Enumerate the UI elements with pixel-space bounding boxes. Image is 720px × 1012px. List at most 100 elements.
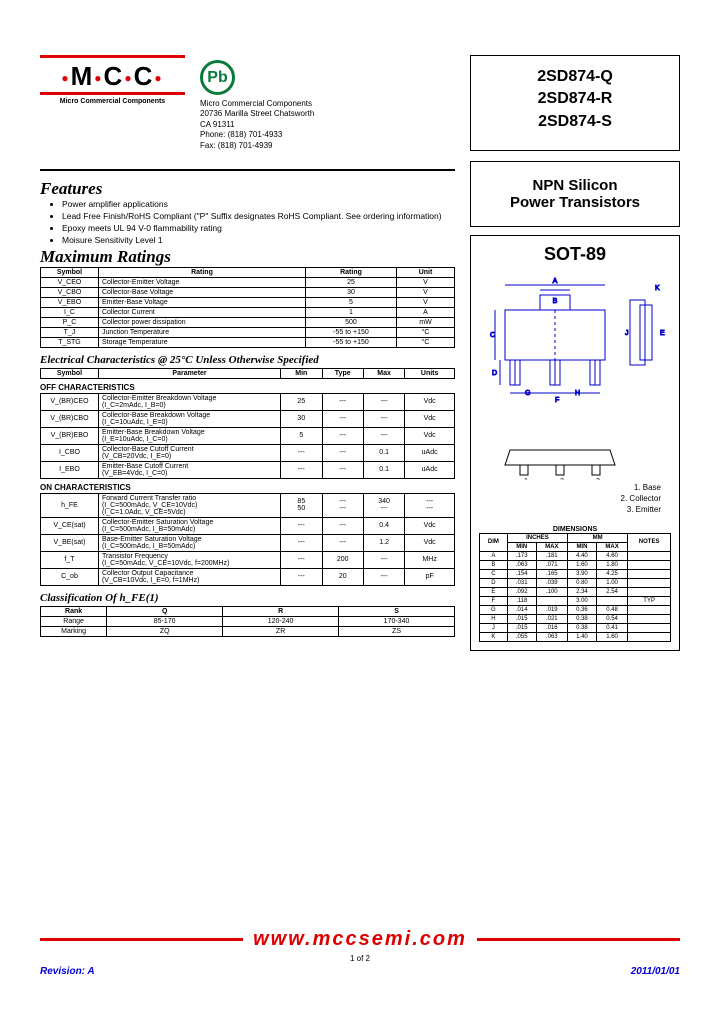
- header: ●M●C●C● Micro Commercial Components Pb M…: [40, 55, 680, 151]
- table-row: H.015.0210.380.54: [480, 614, 671, 623]
- table-row: E.092.1002.342.54: [480, 587, 671, 596]
- addr-fax: Fax: (818) 701-4939: [200, 141, 314, 151]
- table-row: V_(BR)CBOCollector-Base Breakdown Voltag…: [41, 410, 455, 427]
- svg-text:2: 2: [560, 478, 564, 480]
- left-column: Features Power amplifier applications Le…: [40, 161, 455, 651]
- table-row: K.055.0631.401.60: [480, 632, 671, 641]
- main-content: Features Power amplifier applications Le…: [40, 161, 680, 651]
- url-bar-left: [40, 938, 243, 941]
- table-row: F.1183.00TYP: [480, 596, 671, 605]
- svg-text:3: 3: [596, 478, 600, 480]
- description-box: NPN Silicon Power Transistors: [470, 161, 680, 227]
- dimensions-title: DIMENSIONS: [479, 526, 671, 533]
- elec-char-title: Electrical Characteristics @ 25°C Unless…: [40, 354, 455, 366]
- table-row: C.154.1653.904.25: [480, 569, 671, 578]
- on-char-table: h_FEForward Current Transfer ratio (I_C=…: [40, 493, 455, 586]
- classification-title: Classification Of h_FE(1): [40, 592, 455, 604]
- part-number: 2SD874-S: [491, 111, 659, 133]
- table-header-row: DIM INCHES MM NOTES: [480, 533, 671, 542]
- address-block: Micro Commercial Components 20736 Marill…: [200, 99, 314, 151]
- revision-label: Revision: A: [40, 966, 95, 977]
- svg-text:B: B: [553, 298, 558, 305]
- table-row: T_STGStorage Temperature-55 to +150°C: [41, 337, 455, 347]
- pin-labels: 1. Base 2. Collector 3. Emitter: [479, 482, 671, 516]
- table-row: B.063.0711.601.80: [480, 560, 671, 569]
- svg-text:E: E: [660, 330, 665, 337]
- table-row: D.031.0390.801.00: [480, 578, 671, 587]
- feature-item: Epoxy meets UL 94 V-0 flammability ratin…: [62, 223, 455, 235]
- table-row: P_CCollector power dissipation500mW: [41, 317, 455, 327]
- addr-line: 20736 Marilla Street Chatsworth: [200, 109, 314, 119]
- table-row: V_CEOCollector-Emitter Voltage25V: [41, 277, 455, 287]
- table-row: V_CE(sat)Collector-Emitter Saturation Vo…: [41, 517, 455, 534]
- svg-text:F: F: [555, 397, 559, 404]
- off-char-title: OFF CHARACTERISTICS: [40, 383, 455, 392]
- max-ratings-title: Maximum Ratings: [40, 247, 455, 267]
- table-row: G.014.0190.360.48: [480, 605, 671, 614]
- pin-label: 1. Base: [479, 482, 661, 493]
- package-title: SOT-89: [479, 244, 671, 265]
- table-row: f_TTransistor Frequency (I_C=50mAdc, V_C…: [41, 551, 455, 568]
- feature-item: Lead Free Finish/RoHS Compliant ("P" Suf…: [62, 211, 455, 223]
- url-row: www.mccsemi.com: [40, 928, 680, 951]
- divider: [40, 169, 455, 171]
- revision-row: Revision: A 2011/01/01: [40, 966, 680, 977]
- addr-line: CA 91311: [200, 120, 314, 130]
- logo-subtitle: Micro Commercial Components: [40, 98, 185, 105]
- pb-badge-icon: Pb: [200, 60, 235, 95]
- classification-table: Rank Q R S Range85-170120-240170-340Mark…: [40, 606, 455, 637]
- table-row: T_JJunction Temperature-55 to +150°C: [41, 327, 455, 337]
- table-row: V_EBOEmitter-Base Voltage5V: [41, 297, 455, 307]
- table-header-row: Rank Q R S: [41, 606, 455, 616]
- footer: www.mccsemi.com 1 of 2 Revision: A 2011/…: [40, 928, 680, 977]
- logo-block: ●M●C●C● Micro Commercial Components: [40, 55, 185, 151]
- sot89-outline-icon: A B C D G H K: [479, 275, 671, 405]
- package-box: SOT-89 A: [470, 235, 680, 651]
- table-row: A.173.1814.404.60: [480, 551, 671, 560]
- table-row: MarkingZQZRZS: [41, 626, 455, 636]
- max-ratings-table: Symbol Rating Rating Unit V_CEOCollector…: [40, 267, 455, 348]
- svg-text:A: A: [553, 278, 558, 285]
- table-row: I_CBOCollector-Base Cutoff Current (V_CB…: [41, 444, 455, 461]
- logo-bar-top: [40, 55, 185, 58]
- table-row: J.015.0160.380.41: [480, 623, 671, 632]
- table-row: Range85-170120-240170-340: [41, 616, 455, 626]
- logo-text: ●M●C●C●: [40, 61, 185, 92]
- on-char-title: ON CHARACTERISTICS: [40, 483, 455, 492]
- svg-text:C: C: [490, 332, 495, 339]
- table-row: I_CCollector Current1A: [41, 307, 455, 317]
- svg-text:J: J: [625, 330, 629, 337]
- table-row: V_BE(sat)Base-Emitter Saturation Voltage…: [41, 534, 455, 551]
- svg-text:D: D: [492, 370, 497, 377]
- dimensions-table: DIM INCHES MM NOTES MIN MAX MIN MAX A.17…: [479, 533, 671, 642]
- table-header-row: Symbol Parameter Min Type Max Units: [41, 368, 455, 378]
- package-diagram: A B C D G H K: [479, 275, 671, 405]
- table-row: C_obCollector Output Capacitance (V_CB=1…: [41, 568, 455, 585]
- pin-label: 2. Collector: [479, 493, 661, 504]
- svg-text:1: 1: [524, 478, 528, 480]
- elec-header-table: Symbol Parameter Min Type Max Units: [40, 368, 455, 379]
- table-row: I_EBOEmitter-Base Cutoff Current (V_EB=4…: [41, 461, 455, 478]
- features-list: Power amplifier applications Lead Free F…: [40, 199, 455, 247]
- table-row: V_(BR)EBOEmitter-Base Breakdown Voltage …: [41, 427, 455, 444]
- table-row: V_(BR)CEOCollector-Emitter Breakdown Vol…: [41, 393, 455, 410]
- sot89-front-icon: 1 2 3: [479, 445, 671, 480]
- addr-phone: Phone: (818) 701-4933: [200, 130, 314, 140]
- right-column: NPN Silicon Power Transistors SOT-89: [470, 161, 680, 651]
- part-number: 2SD874-R: [491, 88, 659, 110]
- pin-label: 3. Emitter: [479, 504, 661, 515]
- logo-bar-bottom: [40, 92, 185, 95]
- part-number: 2SD874-Q: [491, 66, 659, 88]
- table-row: V_CBOCollector-Base Voltage30V: [41, 287, 455, 297]
- features-title: Features: [40, 179, 455, 199]
- page-number: 1 of 2: [40, 954, 680, 963]
- revision-date: 2011/01/01: [631, 966, 680, 977]
- url-bar-right: [477, 938, 680, 941]
- addr-line: Micro Commercial Components: [200, 99, 314, 109]
- table-header-row: Symbol Rating Rating Unit: [41, 267, 455, 277]
- url-text: www.mccsemi.com: [253, 928, 467, 951]
- feature-item: Moisure Sensitivity Level 1: [62, 235, 455, 247]
- table-row: h_FEForward Current Transfer ratio (I_C=…: [41, 493, 455, 517]
- datasheet-page: ●M●C●C● Micro Commercial Components Pb M…: [0, 0, 720, 691]
- svg-text:K: K: [655, 285, 660, 292]
